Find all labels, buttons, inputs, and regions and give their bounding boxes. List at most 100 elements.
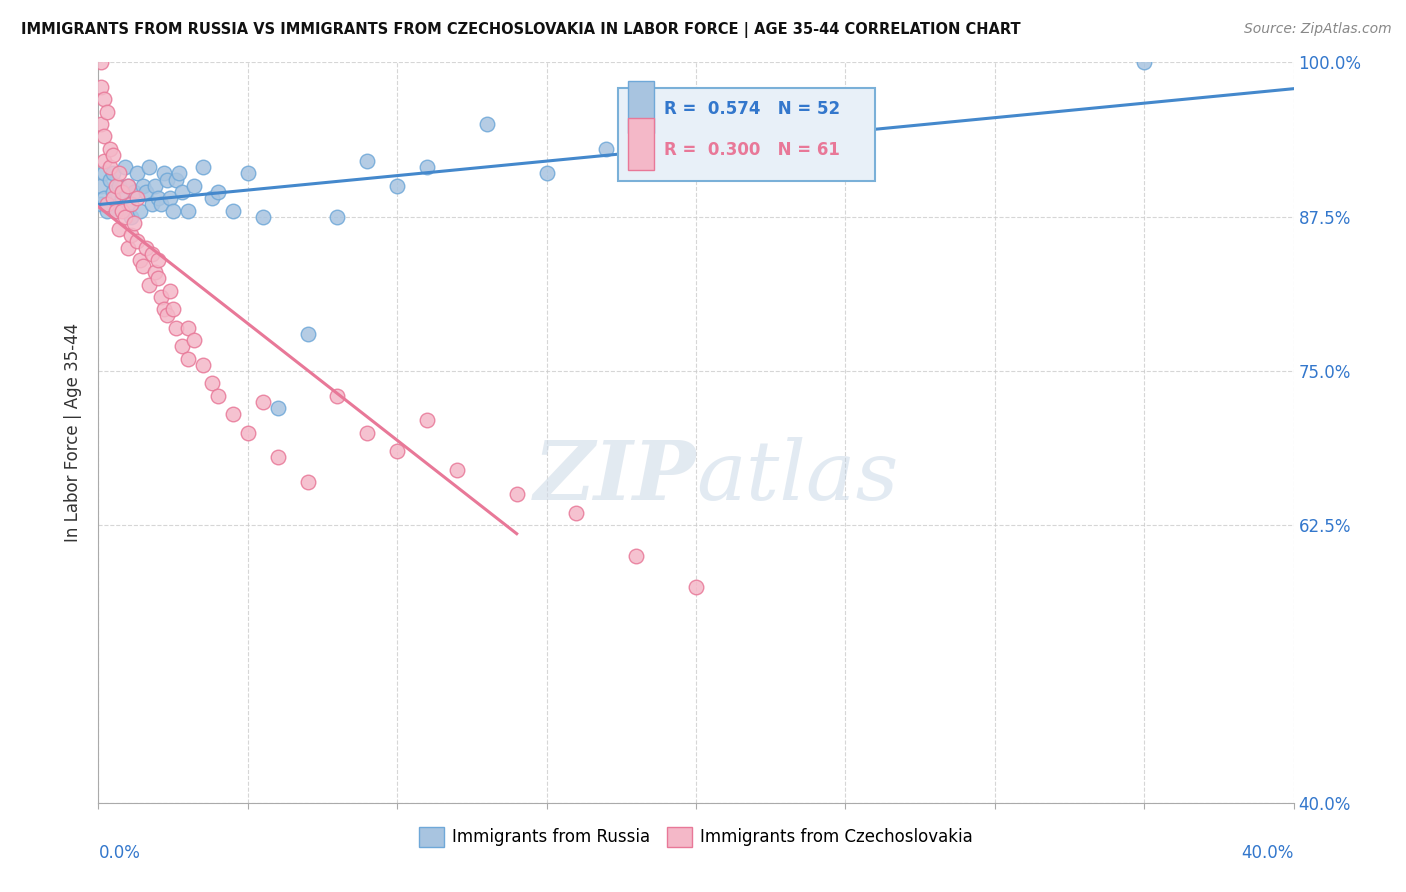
Point [177,320,200,334]
Point [252,210,274,224]
Point [267,401,290,415]
Point [326,388,349,402]
Point [356,154,378,169]
Point [165,320,187,334]
Point [267,450,290,465]
Text: 0.0%: 0.0% [98,844,141,862]
Point [385,444,409,458]
Point [90,117,112,131]
Point [117,240,139,255]
Point [98,142,122,156]
Point [156,309,179,323]
Point [595,142,617,156]
Point [236,166,259,180]
Point [222,407,245,421]
Y-axis label: In Labor Force | Age 35-44: In Labor Force | Age 35-44 [65,323,83,542]
Point [96,104,118,119]
Point [117,178,139,193]
Point [159,284,181,298]
Point [120,228,142,243]
Point [191,358,214,372]
Point [167,166,190,180]
Point [111,185,134,199]
Point [108,178,131,193]
Point [120,197,142,211]
FancyBboxPatch shape [619,88,876,181]
Point [148,271,170,285]
Point [191,161,214,175]
Point [120,210,142,224]
Point [93,92,115,106]
Point [565,506,588,520]
Point [98,161,122,175]
Point [207,388,229,402]
Point [685,580,707,594]
Text: IMMIGRANTS FROM RUSSIA VS IMMIGRANTS FROM CZECHOSLOVAKIA IN LABOR FORCE | AGE 35: IMMIGRANTS FROM RUSSIA VS IMMIGRANTS FRO… [21,22,1021,38]
Point [96,203,118,218]
Point [103,191,125,205]
Point [103,148,125,162]
Text: atlas: atlas [696,437,898,517]
Point [162,302,184,317]
Point [90,55,112,70]
Point [117,178,139,193]
Point [153,166,176,180]
Point [177,203,200,218]
Point [1133,55,1156,70]
Point [93,191,115,205]
Point [111,191,134,205]
Point [475,117,498,131]
Point [93,166,115,180]
Text: R =  0.574   N = 52: R = 0.574 N = 52 [664,100,839,118]
Point [132,178,155,193]
Point [297,326,319,341]
Point [141,197,163,211]
Text: ZIP: ZIP [533,437,696,517]
Point [165,172,187,186]
Point [172,339,194,353]
Point [207,185,229,199]
Point [90,80,112,95]
Point [135,185,157,199]
Point [252,394,274,409]
Point [162,203,184,218]
Point [626,549,648,563]
Point [143,178,166,193]
Point [685,148,707,162]
Point [416,413,439,427]
Legend: Immigrants from Russia, Immigrants from Czechoslovakia: Immigrants from Russia, Immigrants from … [412,820,980,854]
Point [138,161,160,175]
Point [132,259,155,273]
Point [93,154,115,169]
Point [90,178,112,193]
Point [103,185,125,199]
Point [117,197,139,211]
Point [124,185,146,199]
Point [201,376,224,391]
Point [416,161,439,175]
FancyBboxPatch shape [628,81,654,133]
Point [124,216,146,230]
Point [96,197,118,211]
Text: Source: ZipAtlas.com: Source: ZipAtlas.com [1244,22,1392,37]
Point [156,172,179,186]
Point [326,210,349,224]
Point [143,265,166,279]
Point [108,222,131,236]
Point [834,104,856,119]
Point [114,161,136,175]
Point [297,475,319,489]
Point [129,252,152,267]
Point [222,203,245,218]
Point [138,277,160,292]
Point [127,166,149,180]
Point [141,246,163,260]
Text: 40.0%: 40.0% [1241,844,1294,862]
Point [159,191,181,205]
Point [103,166,125,180]
Point [183,333,205,347]
Point [105,178,128,193]
Point [385,178,409,193]
Point [201,191,224,205]
Point [177,351,200,366]
